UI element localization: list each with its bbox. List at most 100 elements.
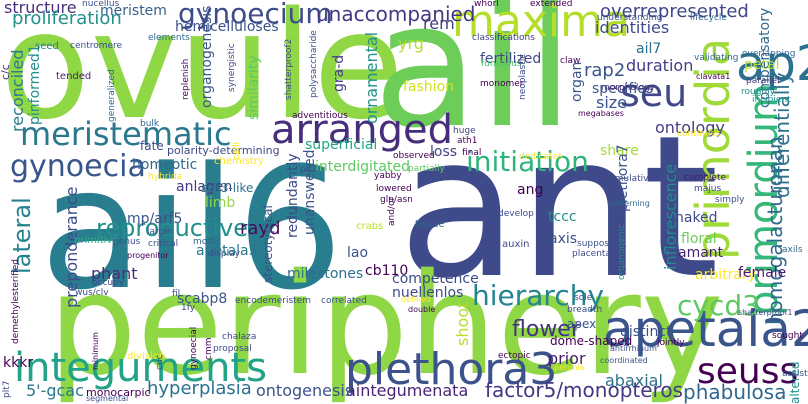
word-nucellus: nucellus bbox=[82, 0, 120, 9]
word-factor5-monopteros: factor5/monopteros bbox=[485, 378, 683, 402]
word-division: division bbox=[127, 351, 166, 362]
word-gynoecial: gynoecial bbox=[189, 326, 199, 370]
word-seuss: seuss bbox=[697, 351, 799, 392]
word-primitive: primitive bbox=[74, 235, 119, 246]
word-classifications: classifications bbox=[472, 33, 535, 43]
word-ontogenesis: ontogenesis bbox=[256, 381, 354, 400]
word-floral: floral bbox=[681, 231, 717, 247]
word-gynoecium: gynoecium bbox=[178, 0, 333, 30]
word-apetala3: apetala3 bbox=[196, 243, 258, 259]
word-size: size bbox=[596, 93, 628, 112]
word-yabby: yabby bbox=[374, 171, 402, 181]
word-phant: phant bbox=[91, 264, 138, 283]
word-progenitor: progenitor bbox=[127, 251, 169, 260]
word-apex: apex bbox=[567, 317, 597, 331]
word-tissue: tissue bbox=[415, 219, 445, 230]
word-morphology: morphology bbox=[601, 83, 655, 93]
word-meristematic: meristematic bbox=[20, 115, 232, 153]
word-lifecycle: lifecycle bbox=[690, 13, 727, 23]
word-axils: axils bbox=[782, 245, 803, 255]
word-stereotypical: stereotypical bbox=[261, 205, 275, 283]
word-minimum: minimum bbox=[91, 332, 100, 370]
word-develop: develop bbox=[498, 209, 534, 219]
word-cmm: cmm bbox=[204, 337, 214, 360]
word-coordinated: coordinated bbox=[600, 356, 648, 365]
word-hierarchy: hierarchy bbox=[472, 279, 605, 312]
word-ang: ang bbox=[517, 182, 544, 198]
word-megabases: megabases bbox=[578, 109, 624, 118]
word-female: female bbox=[738, 265, 787, 281]
word-reconciled: reconciled bbox=[8, 49, 27, 132]
word-periphery: periphery bbox=[48, 244, 724, 404]
word-simply: simply bbox=[715, 195, 745, 205]
word-yrg: yrg bbox=[398, 34, 424, 53]
word-ail: ail bbox=[373, 0, 574, 166]
word-integuments: integuments bbox=[14, 345, 267, 391]
word-initiation: initiation bbox=[466, 145, 589, 178]
word-axis: axis bbox=[549, 231, 578, 247]
word-ail7: ail7 bbox=[636, 41, 662, 57]
word-polysaccharide: polysaccharide bbox=[309, 30, 319, 98]
word-petunia: petunia bbox=[554, 363, 585, 372]
word-antirrhinum: antirrhinum bbox=[610, 344, 657, 353]
word-funiculus: funiculus bbox=[481, 59, 522, 69]
word-gra-d: gra-d bbox=[331, 54, 347, 92]
word-lowered: lowered bbox=[376, 184, 412, 194]
word-observed: observed bbox=[393, 151, 435, 161]
word-crabs: crabs bbox=[356, 221, 384, 232]
word-hybrida: hybrida bbox=[148, 172, 183, 182]
word-sole: sole bbox=[574, 293, 593, 303]
word-monomer: monomer bbox=[480, 79, 524, 89]
word-seu: seu bbox=[620, 71, 688, 115]
word-organogenic: organogenic bbox=[617, 224, 627, 280]
word-identities: identities bbox=[595, 18, 670, 37]
word-rayd: rayd bbox=[240, 218, 281, 239]
word-generalized: generalized bbox=[107, 69, 117, 122]
word-homeotic: homeotic bbox=[132, 157, 198, 173]
word-and-or: and/or bbox=[387, 196, 397, 226]
word-incipient: incipient bbox=[752, 95, 791, 105]
word-rem: rem bbox=[423, 14, 455, 33]
word-5-gcac: 5'-gcac bbox=[26, 381, 84, 400]
word-arranged: arranged bbox=[271, 107, 453, 153]
word-ontology: ontology bbox=[655, 118, 725, 137]
word-abaxial: abaxial bbox=[605, 371, 663, 390]
word-shatterproof2: shatterproof2 bbox=[284, 38, 294, 100]
word-specifies: specifies bbox=[592, 81, 654, 97]
word-plt3: plt3 bbox=[300, 165, 318, 175]
word-reproductive: reproductive bbox=[96, 214, 249, 242]
word-prior: prior bbox=[548, 349, 586, 368]
word-share: share bbox=[600, 143, 639, 159]
word-apetala2: apetala2 bbox=[603, 300, 808, 358]
word-organ: organ bbox=[569, 61, 585, 102]
word-critical: critical bbox=[148, 239, 179, 249]
word-gln-asn: gln/asn bbox=[380, 195, 413, 205]
word-meristem: meristem bbox=[100, 3, 167, 19]
word-fil: fil bbox=[172, 289, 181, 299]
word-complete: complete bbox=[684, 173, 727, 183]
word-breadth: breadth bbox=[567, 305, 603, 315]
word-continues: continues bbox=[677, 129, 721, 139]
word-lao: lao bbox=[347, 245, 369, 261]
word-monocarpic: monocarpic bbox=[86, 386, 151, 399]
word-understanding: understanding bbox=[597, 13, 663, 23]
word-structure: structure bbox=[4, 0, 77, 17]
word-placenta: placenta bbox=[572, 249, 611, 259]
word-parallel: parallel bbox=[746, 76, 780, 86]
word-hyperplasia: hyperplasia bbox=[147, 378, 252, 399]
word-neoplastic: neoplastic bbox=[518, 53, 528, 100]
word-competence: competence bbox=[392, 271, 479, 287]
word-elements: elements bbox=[148, 33, 190, 43]
word-proposal: proposal bbox=[213, 344, 252, 354]
word-jointly: jointly bbox=[657, 338, 685, 348]
word-gynoecia: gynoecia bbox=[10, 149, 146, 184]
word-ap2: ap2 bbox=[736, 36, 808, 92]
word-fashion: fashion bbox=[403, 79, 455, 95]
word-ovule: ovule bbox=[0, 0, 405, 152]
word-fate: fate bbox=[140, 139, 164, 153]
word-claw: claw bbox=[560, 56, 581, 66]
word-chalaza: chalaza bbox=[222, 332, 257, 342]
word-duration: duration bbox=[626, 56, 694, 75]
word-ornamental: ornamental bbox=[362, 31, 381, 124]
